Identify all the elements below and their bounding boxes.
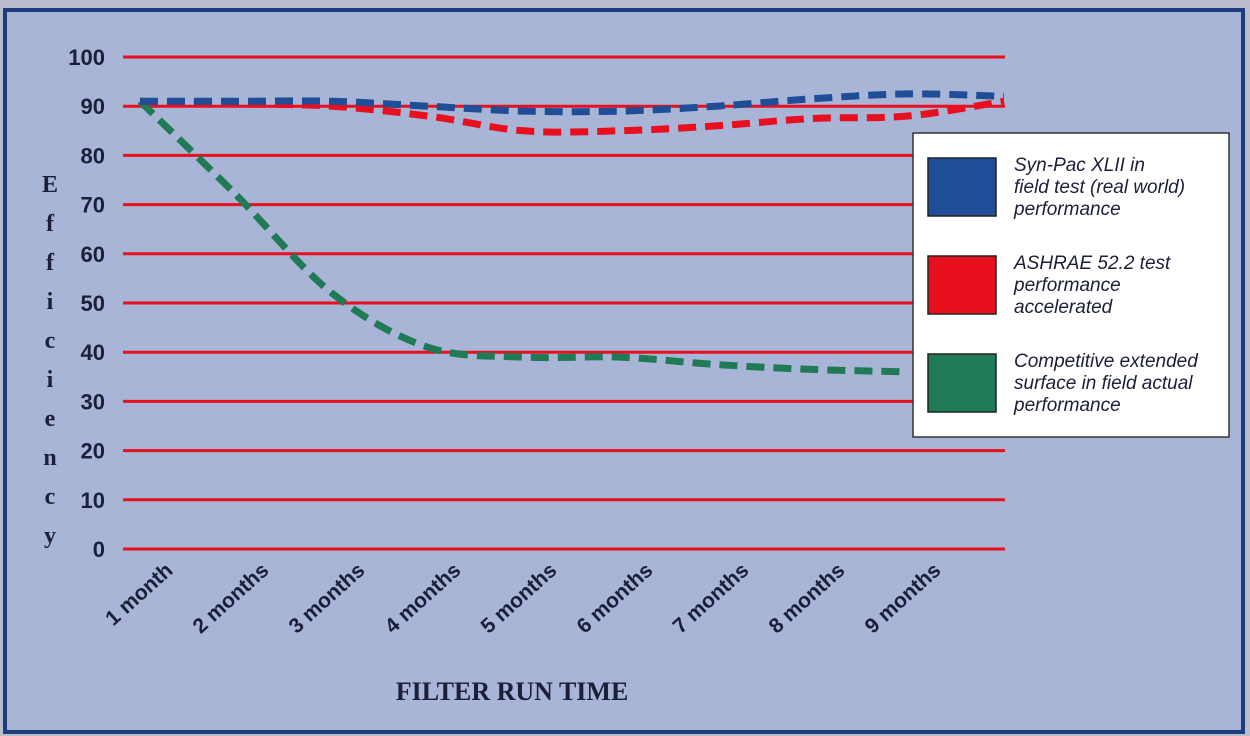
legend-label: ASHRAE 52.2 test: [1013, 253, 1171, 274]
y-tick-label: 10: [81, 488, 105, 513]
legend-swatch: [927, 157, 997, 217]
y-tick-label: 70: [81, 193, 105, 218]
legend-label: Competitive extended: [1014, 351, 1199, 372]
grid: [123, 55, 1005, 551]
y-tick-label: 90: [81, 94, 105, 119]
line-series: [137, 98, 909, 376]
legend-label: field test (real world): [1014, 177, 1185, 198]
y-tick-label: 60: [81, 242, 105, 267]
y-tick-label: 80: [81, 143, 105, 168]
y-tick-label: 50: [81, 291, 105, 316]
y-axis-label: Efficiency: [37, 172, 63, 562]
legend-label: performance: [1013, 275, 1121, 296]
x-axis-label: FILTER RUN TIME: [396, 677, 629, 706]
y-tick-label: 40: [81, 340, 105, 365]
legend-label: accelerated: [1014, 297, 1114, 318]
y-tick-label: 30: [81, 389, 105, 414]
legend-label: Syn-Pac XLII in: [1014, 155, 1145, 176]
y-tick-label: 20: [81, 439, 105, 464]
legend-label: surface in field actual: [1014, 373, 1193, 394]
y-tick-label: 0: [93, 537, 105, 562]
lines: [137, 90, 1005, 376]
line-series: [139, 97, 1005, 136]
line-series: [140, 90, 1005, 116]
legend-swatch: [927, 353, 997, 413]
legend-swatch: [927, 255, 997, 315]
legend-label: performance: [1013, 199, 1121, 220]
y-tick-label: 100: [68, 45, 105, 70]
legend-label: performance: [1013, 395, 1121, 416]
